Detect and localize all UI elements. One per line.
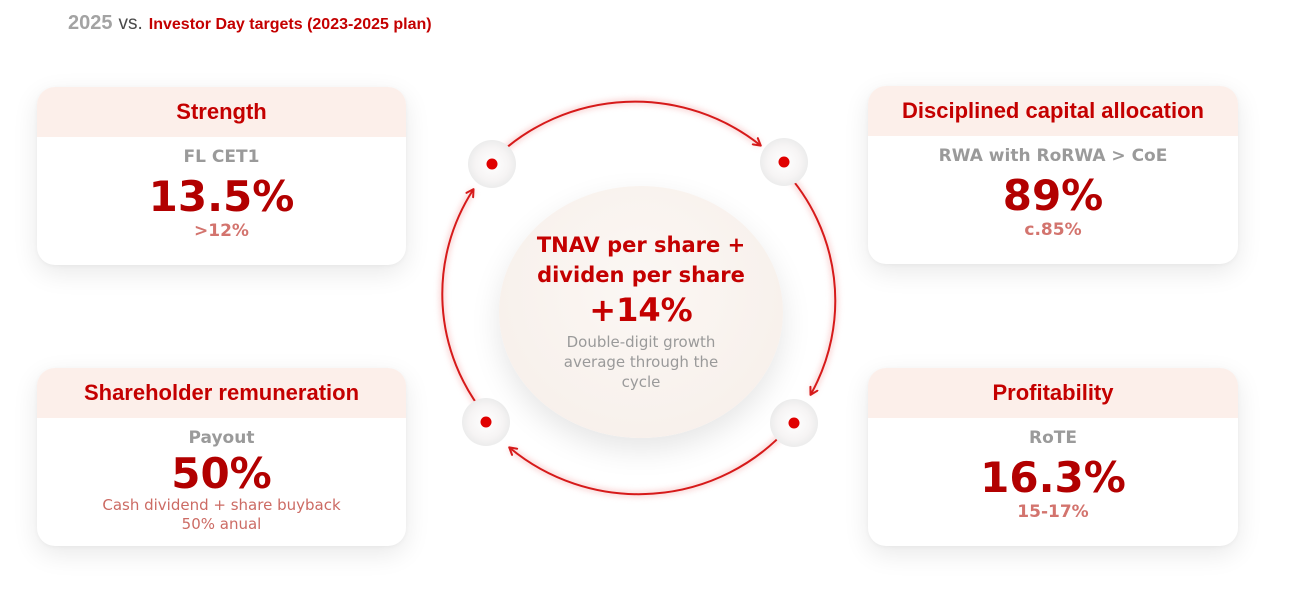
center-title: TNAV per share + dividen per share: [499, 230, 783, 290]
card-title: Disciplined capital allocation: [902, 98, 1204, 123]
card-value: 13.5%: [148, 172, 295, 221]
header-year: 2025: [68, 12, 113, 34]
card-value: 89%: [1002, 171, 1104, 220]
center-title-line2: dividen per share: [537, 263, 745, 287]
card-header: Disciplined capital allocation: [868, 86, 1238, 136]
card-target: c.85%: [1024, 220, 1082, 240]
card-header: Shareholder remuneration: [37, 368, 406, 418]
center-desc-line3: cycle: [621, 373, 661, 391]
page-title: 2025 vs. Investor Day targets (2023-2025…: [68, 12, 432, 38]
card-profitability: Profitability RoTE 16.3% 15-17%: [868, 368, 1238, 546]
center-desc-line2: average through the: [563, 353, 719, 371]
card-title: Shareholder remuneration: [83, 380, 360, 405]
card-capital-allocation: Disciplined capital allocation RWA with …: [868, 86, 1238, 264]
card-target: >12%: [194, 221, 249, 241]
card-value: 50%: [171, 449, 272, 498]
cycle-arc-right: [783, 169, 837, 396]
center-description: Double-digit growth average through the …: [499, 332, 783, 392]
center-desc-line1: Double-digit growth: [566, 333, 716, 351]
cycle-node-bottom-left: [462, 398, 510, 446]
cycle-node-bottom-right: [770, 399, 818, 447]
card-target-line2: 50% anual: [181, 515, 262, 533]
card-header: Profitability: [868, 368, 1238, 418]
cycle-node-top-left: [468, 140, 516, 188]
header-targets: Investor Day targets (2023-2025 plan): [148, 16, 432, 33]
card-label: Payout: [188, 428, 255, 448]
cycle-arc-top: [495, 100, 762, 158]
center-title-line1: TNAV per share +: [536, 233, 746, 257]
card-header: Strength: [37, 87, 406, 137]
center-value: +14%: [589, 291, 693, 329]
card-strength: Strength FL CET1 13.5% >12%: [37, 87, 406, 265]
card-label: FL CET1: [183, 147, 260, 167]
card-label: RWA with RoRWA > CoE: [938, 146, 1168, 166]
card-value: 16.3%: [980, 453, 1126, 502]
card-title: Profitability: [992, 380, 1114, 405]
center-kpi: TNAV per share + dividen per share +14% …: [499, 186, 783, 438]
cycle-arc-bottom: [508, 427, 789, 496]
cycle-arc-left: [441, 188, 487, 417]
card-shareholder-remuneration: Shareholder remuneration Payout 50% Cash…: [37, 368, 406, 546]
card-label: RoTE: [1029, 428, 1077, 448]
cycle-node-top-right: [760, 138, 808, 186]
card-target: 15-17%: [1017, 502, 1089, 522]
header-vs: vs.: [118, 13, 143, 34]
card-title: Strength: [176, 99, 267, 124]
card-target-line1: Cash dividend + share buyback: [102, 496, 341, 514]
